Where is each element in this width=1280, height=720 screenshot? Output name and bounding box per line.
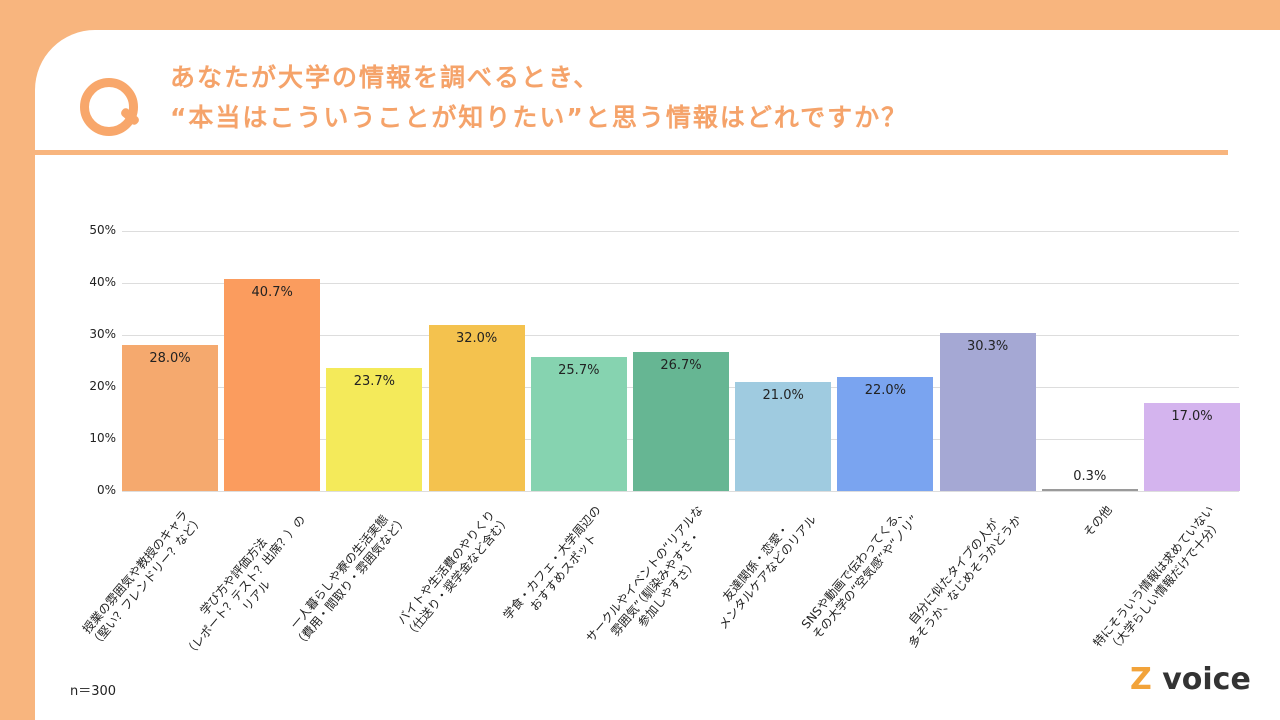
title-line-2: “本当はこういうことが知りたい”と思う情報はどれですか？ — [170, 103, 909, 132]
sample-size: n＝300 — [70, 684, 117, 699]
data-label: 32.0% — [455, 330, 498, 346]
gridline — [122, 283, 1239, 284]
data-label: 26.7% — [660, 358, 702, 374]
bar — [326, 367, 423, 491]
y-tick-label: 0% — [96, 483, 116, 497]
bar — [122, 345, 218, 491]
data-label: 25.7% — [558, 363, 600, 379]
data-label: 28.0% — [149, 351, 191, 367]
bar — [939, 333, 1036, 491]
data-label: 40.7% — [251, 285, 293, 301]
y-tick-label: 50% — [89, 223, 116, 237]
y-tick-label: 20% — [89, 379, 116, 393]
data-label: 0.3% — [1073, 469, 1107, 485]
bar — [735, 381, 832, 491]
data-label: 22.0% — [864, 382, 907, 398]
title-line-1: あなたが大学の情報を調べるとき、 — [170, 63, 601, 92]
bar — [530, 357, 627, 491]
y-tick-label: 10% — [89, 431, 116, 445]
bar — [1041, 489, 1138, 491]
y-tick-label: 30% — [89, 327, 116, 341]
gridline — [122, 491, 1239, 492]
zvoice-logo: Z voice — [1130, 662, 1251, 697]
data-label: 17.0% — [1171, 408, 1213, 424]
bar — [224, 279, 321, 491]
data-label: 21.0% — [762, 387, 804, 403]
divider — [35, 150, 1228, 155]
q-icon — [80, 78, 138, 136]
gridline — [122, 231, 1239, 232]
question-title: あなたが大学の情報を調べるとき、 “本当はこういうことが知りたい”と思う情報はど… — [170, 58, 908, 138]
bar — [633, 352, 729, 491]
gridline — [122, 335, 1239, 336]
bar — [837, 376, 934, 491]
data-label: 23.7% — [353, 373, 396, 389]
data-label: 30.3% — [966, 339, 1009, 355]
bar — [1144, 402, 1240, 491]
y-tick-label: 40% — [89, 275, 116, 289]
bar — [428, 324, 525, 491]
